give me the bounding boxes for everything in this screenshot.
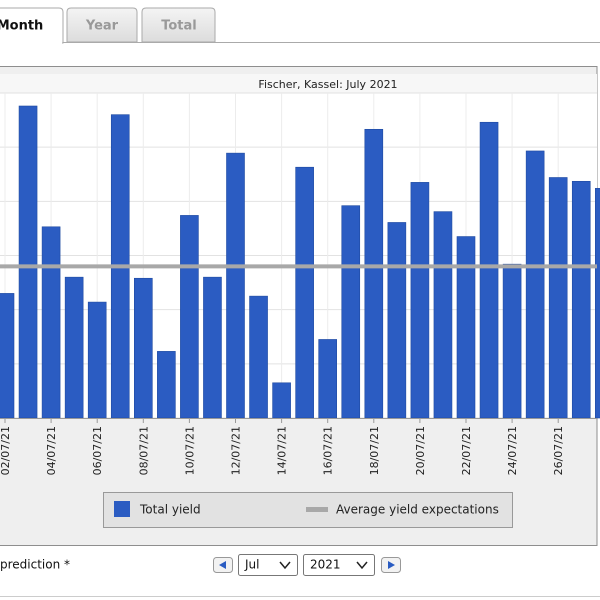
bar [410, 182, 430, 419]
x-tick-label: 14/07/21 [276, 426, 289, 475]
bar [318, 339, 338, 419]
x-tick-label: 22/07/21 [460, 426, 473, 475]
x-tick-label: 08/07/21 [137, 426, 150, 475]
legend-label: Average yield expectations [336, 503, 499, 517]
chart-title: Fischer, Kassel: July 2021 [258, 78, 397, 91]
year-select[interactable] [303, 554, 375, 576]
bar [226, 152, 245, 419]
x-tick-label: 26/07/21 [552, 426, 565, 475]
bar [502, 263, 522, 419]
title-strip [0, 74, 597, 93]
bar [548, 177, 568, 419]
bar [157, 351, 176, 419]
bar [180, 215, 199, 419]
legend-swatch [114, 501, 130, 517]
month-select[interactable] [238, 554, 298, 576]
year-value[interactable]: 2021 [310, 558, 341, 572]
bar [456, 236, 476, 419]
tab-label[interactable]: Month [0, 19, 43, 34]
prev-icon [219, 561, 226, 569]
tab-year[interactable] [66, 7, 138, 43]
x-tick-label: 20/07/21 [414, 426, 427, 475]
x-tick-label: 02/07/21 [0, 426, 12, 475]
next-icon [388, 561, 395, 569]
plot: 02/07/21 04/07/21 06/07/21 08/07/21 10/07/21… [0, 92, 600, 475]
x-tick-label: 28/07/21 [598, 426, 600, 475]
tab-total[interactable] [141, 7, 216, 43]
bar [134, 277, 153, 419]
select-arrow [279, 561, 291, 570]
bar [249, 295, 268, 419]
bar [203, 276, 222, 419]
bar [295, 166, 314, 419]
bar [433, 211, 453, 419]
tab-label[interactable]: Year [85, 19, 119, 34]
x-tick-label: 10/07/21 [183, 426, 196, 475]
footer-label: prediction * [0, 558, 70, 572]
bar [0, 293, 15, 419]
bar [387, 222, 407, 419]
bar [18, 105, 38, 419]
tab-month[interactable] [0, 7, 64, 44]
bar [364, 128, 384, 419]
month-value[interactable]: Jul [244, 558, 259, 572]
bar [594, 188, 600, 419]
bar [341, 205, 361, 419]
bar [571, 180, 591, 419]
legend-label: Total yield [139, 503, 201, 517]
x-tick-label: 24/07/21 [506, 426, 519, 475]
select-arrow [356, 561, 368, 570]
x-tick-label: 04/07/21 [45, 426, 58, 475]
bar [87, 301, 107, 419]
x-tick-label: 16/07/21 [322, 426, 335, 475]
x-tick-label: 06/07/21 [91, 426, 104, 475]
tab-gap [0, 41, 62, 44]
bar [64, 276, 84, 419]
x-tick-label: 12/07/21 [230, 426, 243, 475]
legend-swatch [306, 507, 328, 512]
bar [525, 150, 545, 419]
bar [41, 226, 61, 419]
x-tick-label: 18/07/21 [368, 426, 381, 475]
bar [272, 382, 291, 419]
bar [479, 121, 499, 419]
tab-label[interactable]: Total [161, 19, 197, 34]
